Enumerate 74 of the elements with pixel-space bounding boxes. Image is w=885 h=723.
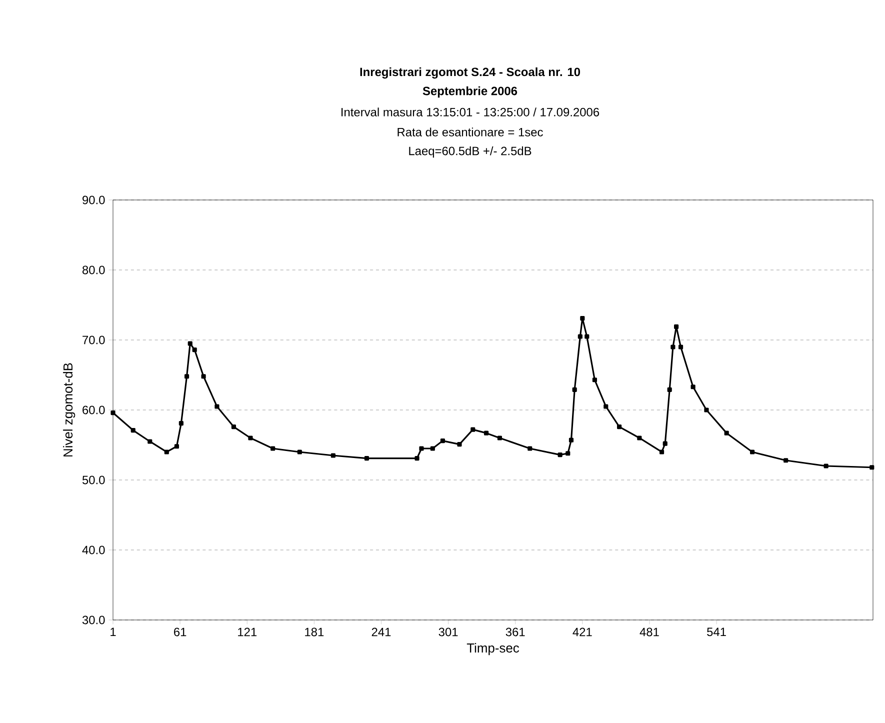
point <box>568 438 574 442</box>
x-tick-label: 421 <box>572 628 592 636</box>
point <box>617 424 622 430</box>
point <box>270 446 276 451</box>
x-tick-label: 301 <box>438 628 458 636</box>
y-tick-label: 70.0 <box>82 336 105 344</box>
point <box>178 420 184 426</box>
point <box>497 436 502 440</box>
point <box>174 444 180 449</box>
point <box>484 430 489 436</box>
x-tick-label: 241 <box>372 628 391 636</box>
point <box>188 341 192 346</box>
point <box>604 404 608 409</box>
point <box>430 446 435 451</box>
text: Rata de esantionare = 1sec <box>398 128 543 136</box>
point <box>690 384 696 390</box>
point <box>667 387 672 392</box>
point <box>784 458 788 463</box>
point <box>566 451 570 456</box>
point <box>528 446 532 451</box>
y-tick-label: 30.0 <box>82 616 105 624</box>
point <box>364 456 370 461</box>
point <box>470 427 476 432</box>
point <box>670 344 676 350</box>
point <box>584 334 590 339</box>
x-axis-title: Timp-sec <box>466 643 520 656</box>
point <box>824 464 828 468</box>
point <box>231 424 236 430</box>
point <box>419 446 424 451</box>
y-tick-label: 60.0 <box>82 406 105 414</box>
point <box>637 436 642 440</box>
y-tick-label: 90.0 <box>82 196 105 204</box>
point <box>457 442 462 447</box>
point <box>184 374 190 379</box>
x-tick-label: 481 <box>640 628 659 636</box>
x-tick-label: 181 <box>305 628 324 636</box>
point <box>164 450 169 454</box>
x-tick-label: 541 <box>707 628 726 636</box>
point <box>110 410 116 416</box>
point <box>704 408 709 412</box>
point <box>297 450 302 454</box>
point <box>414 456 420 461</box>
x-tick-label: 1 <box>110 628 116 636</box>
point <box>870 465 874 470</box>
text: Interval masura 13:15:01 - 13:25:00 / 17.09.2006 <box>342 108 600 116</box>
y-tick-label: 40.0 <box>82 546 105 554</box>
point <box>674 324 679 329</box>
x-tick-label: 121 <box>238 628 257 636</box>
point <box>330 453 336 458</box>
point <box>201 374 206 379</box>
point <box>580 316 585 321</box>
y-tick-label: 80.0 <box>82 266 105 274</box>
point <box>130 428 136 433</box>
x-tick-label: 361 <box>506 628 525 636</box>
point <box>592 378 598 382</box>
y-tick-label: 50.0 <box>82 476 105 484</box>
point <box>578 334 582 339</box>
point <box>662 441 668 446</box>
point <box>440 438 446 444</box>
point <box>192 347 197 352</box>
point <box>214 404 220 409</box>
point <box>659 450 664 454</box>
point <box>248 436 253 440</box>
x-tick-label: 61 <box>174 628 186 636</box>
point <box>558 452 562 458</box>
point <box>678 344 684 350</box>
point <box>750 450 755 454</box>
text: Laeq=60.5dB +/- 2.5dB <box>409 146 532 158</box>
point <box>572 387 577 392</box>
chart-subtitle: Septembrie 2006 <box>422 86 518 98</box>
point <box>148 439 152 444</box>
point <box>724 430 729 436</box>
chart-title: Inregistrari zgomot S.24 - Scoala nr. 10 <box>360 67 580 79</box>
y-axis-title: Nivel zgomot-dB <box>63 363 76 456</box>
